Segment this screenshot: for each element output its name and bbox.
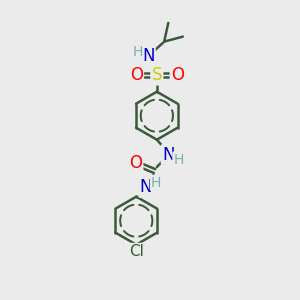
Text: O: O	[171, 66, 184, 84]
Text: H: H	[133, 45, 143, 59]
Text: N: N	[140, 178, 152, 196]
Text: H: H	[173, 153, 184, 166]
Text: O: O	[129, 154, 142, 172]
Text: N: N	[162, 146, 175, 164]
Text: S: S	[152, 66, 162, 84]
Text: Cl: Cl	[129, 244, 144, 259]
Text: H: H	[151, 176, 161, 190]
Text: O: O	[130, 66, 143, 84]
Text: N: N	[142, 47, 155, 65]
